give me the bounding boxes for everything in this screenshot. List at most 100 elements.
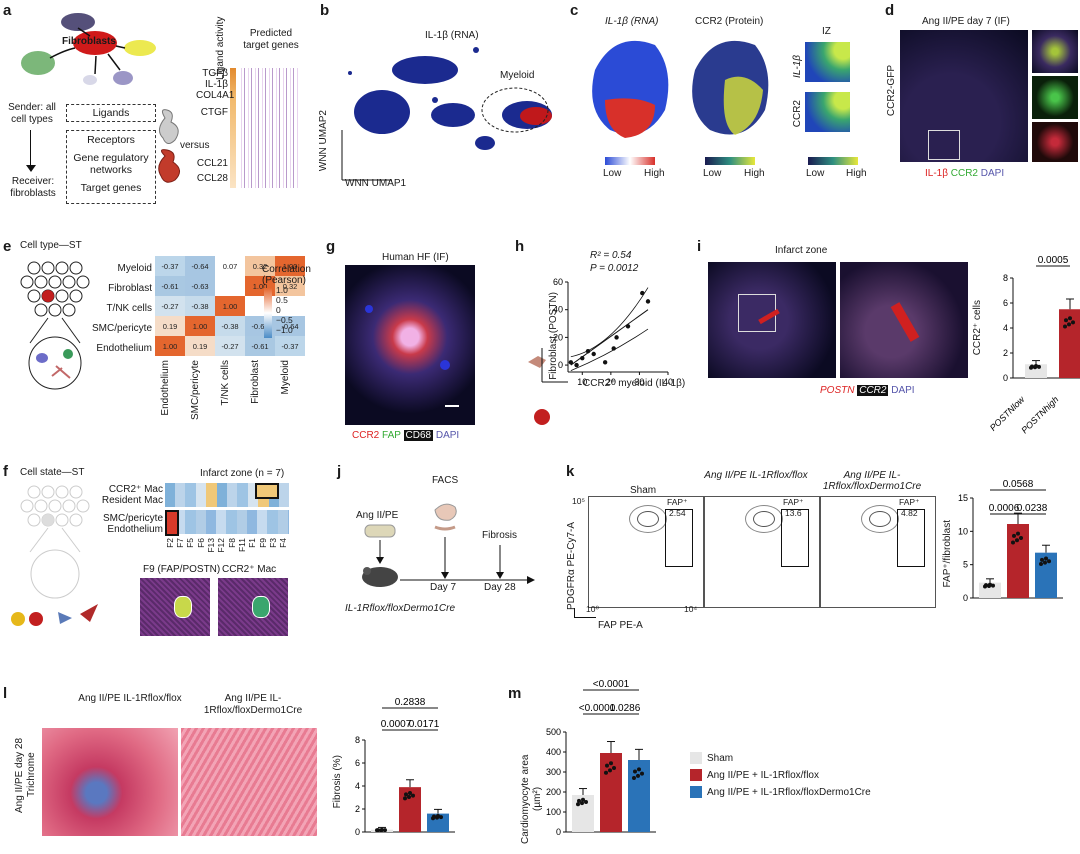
fap-gate — [897, 509, 925, 567]
data-point — [984, 583, 988, 588]
timeline-j — [362, 503, 535, 587]
umap-c — [592, 40, 769, 138]
col-label: F5 — [185, 538, 195, 548]
facs-label: FACS — [432, 475, 459, 486]
spatial-map-f9 — [140, 578, 210, 636]
receptors-step: Receptors — [87, 134, 135, 146]
iz-label: IZ — [822, 26, 831, 37]
contour — [753, 511, 775, 527]
grn-step: Gene regulatory networks — [73, 152, 149, 176]
cell — [215, 276, 245, 296]
k-bar-ylabel: FAP⁺/fibroblast — [942, 520, 953, 588]
col-label: F3 — [268, 538, 278, 548]
cell: 0.19 — [155, 316, 185, 336]
if-zoom-green — [1032, 76, 1078, 119]
y-tick-label: 0 — [558, 360, 563, 370]
gate-label: FAP⁺ — [783, 497, 804, 507]
tick: 0.5 — [276, 295, 288, 305]
if-zoom-merge — [1032, 30, 1078, 73]
data-point — [637, 767, 641, 772]
panel-h-letter: h — [515, 238, 525, 255]
panel-c-title1: IL-1β (RNA) — [605, 16, 659, 27]
p-value: 0.0286 — [610, 703, 641, 714]
legend-flox: Ang II/PE + IL-1Rflox/flox — [690, 767, 871, 784]
panel-f-title: Cell state—ST — [20, 467, 85, 478]
iz-n-label: Infarct zone (n = 7) — [200, 468, 285, 479]
postn-signal — [890, 302, 920, 342]
hotspot — [174, 596, 192, 618]
legend-swatch — [690, 752, 702, 765]
scatter-point — [568, 360, 574, 365]
axis-arrow — [574, 617, 596, 618]
r2-label: R² = 0.54 — [590, 250, 632, 261]
target-genes-step: Target genes — [80, 182, 142, 194]
data-point — [1044, 556, 1048, 561]
cell: 0.07 — [215, 256, 245, 276]
x-label: POSTNhigh — [1019, 394, 1060, 435]
col-label: SMC/pericyte — [190, 360, 201, 421]
gene-list: TGFβ IL-1β COL4A1 CTGF CCL21 CCL28 — [196, 68, 234, 184]
gate-value: 13.6 — [785, 508, 802, 518]
scatter-h: 10 20 30 40 0 20 40 60 — [553, 277, 673, 387]
st-grid-illustration-f — [20, 485, 90, 599]
row-label: SMC/pericyte — [91, 323, 152, 334]
panel-m-letter: m — [508, 685, 522, 702]
if-legend-i: POSTN CCR2 DAPI — [820, 385, 915, 396]
cell: 1.00 — [215, 296, 245, 316]
tick: −0.5 — [276, 315, 293, 325]
row-label: Resident Mac — [101, 495, 163, 506]
legend-ccr2: CCR2 — [857, 385, 889, 396]
row-label: Myeloid — [117, 263, 152, 274]
low-label: Low — [603, 168, 622, 179]
legend-label: Ang II/PE + IL-1Rflox/flox — [707, 770, 819, 781]
colorbar-iz — [808, 157, 858, 165]
y-tick-label: 6 — [355, 758, 360, 768]
cell-cluster-illustration — [21, 13, 156, 85]
panel-b-letter: b — [320, 2, 330, 19]
high-label: High — [846, 168, 867, 179]
if-zoom-red — [1032, 122, 1078, 162]
axis-arrow — [574, 608, 575, 618]
legend-ccr2: CCR2 — [950, 168, 978, 179]
legend-dapi: DAPI — [891, 385, 915, 396]
panel-l-letter: l — [3, 685, 8, 702]
k-title-cre: Ang II/PE IL-1Rflox/floxDermo1Cre — [822, 470, 922, 492]
data-point — [991, 583, 995, 588]
m-legend: Sham Ang II/PE + IL-1Rflox/flox Ang II/P… — [690, 750, 871, 801]
y-tick-label: 300 — [546, 767, 561, 777]
p-value: 0.0005 — [1038, 255, 1069, 266]
col-label: F9 — [258, 538, 268, 548]
highlight-cell — [255, 483, 279, 499]
cell: 1.00 — [185, 316, 215, 336]
f-heatmap-1 — [165, 483, 289, 507]
gene-il1b: IL-1β — [205, 79, 228, 90]
cell: -0.64 — [275, 316, 305, 336]
y-tick-label: 100 — [546, 807, 561, 817]
arrowhead-icon — [26, 165, 36, 172]
predicted-target-genes-label: Predicted target genes — [243, 28, 299, 51]
nucleus — [365, 305, 373, 313]
cell: 1.00 — [275, 256, 305, 276]
gate-value: 2.54 — [669, 508, 686, 518]
col-label: F6 — [196, 538, 206, 548]
ccr2-gfp-label: CCR2-GFP — [886, 65, 897, 117]
scale-bar — [445, 405, 459, 407]
if-image-i — [708, 262, 836, 378]
f-row-labels-1: CCR2⁺ Mac Resident Mac — [95, 484, 163, 506]
row-label: T/NK cells — [106, 303, 152, 314]
sender-label: Sender: all cell types — [8, 102, 56, 125]
y-tick-label: 0 — [355, 827, 360, 837]
flow-plot-sham: FAP⁺ 2.54 — [588, 496, 704, 608]
k-xlabel: FAP PE-A — [598, 620, 643, 631]
x-tick-label: 10 — [577, 377, 587, 387]
data-point — [604, 770, 608, 775]
cell: 0.32 — [275, 276, 305, 296]
st-grid-illustration — [20, 261, 90, 390]
cell — [275, 296, 305, 316]
legend-swatch — [690, 769, 702, 782]
cell: -0.61 — [155, 276, 185, 296]
legend-il1b: IL-1β — [925, 168, 948, 179]
spatial-map-ccr2 — [218, 578, 288, 636]
umap-b — [341, 47, 552, 181]
